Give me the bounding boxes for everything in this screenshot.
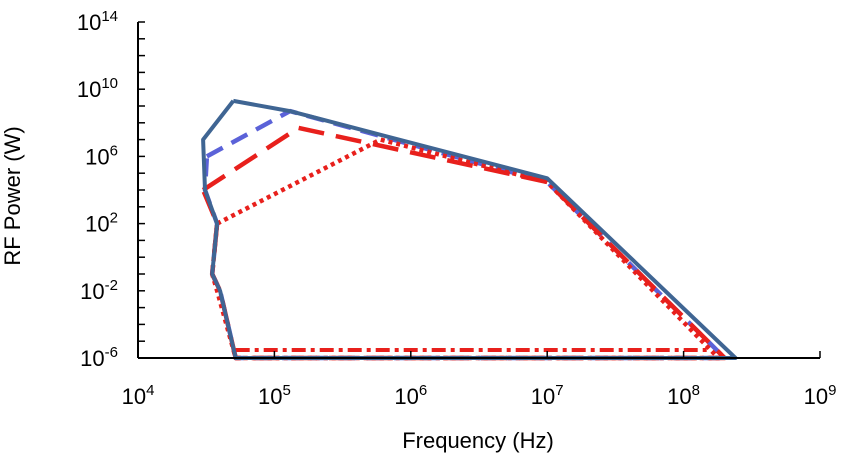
series-line-dotted — [209, 137, 721, 361]
x-tick-label: 105 — [258, 382, 291, 409]
x-tick-label: 107 — [531, 382, 564, 409]
x-tick-label: 104 — [122, 382, 155, 409]
y-axis-label: RF Power (W) — [0, 126, 25, 265]
y-tick-label: 1014 — [77, 8, 118, 35]
y-tick-label: 102 — [85, 210, 118, 237]
y-tick-label: 106 — [85, 142, 118, 169]
ticks-layer: 10-6 10-2 102 106 1010 1014 104 105 106 107 108 109 — [77, 8, 837, 409]
y-tick-label: 10-2 — [80, 277, 118, 304]
series-line-dashed — [202, 108, 727, 361]
series-layer — [201, 98, 738, 361]
x-tick-label: 108 — [667, 382, 700, 409]
series-line-long-dashed — [201, 125, 727, 361]
axes-layer — [137, 22, 820, 359]
y-tick-label: 10-6 — [80, 344, 118, 371]
x-axis-label: Frequency (Hz) — [402, 428, 554, 453]
x-tick-label: 106 — [394, 382, 427, 409]
y-tick-label: 1010 — [77, 75, 118, 102]
series-line-solid — [201, 98, 738, 360]
x-tick-label: 109 — [804, 382, 837, 409]
